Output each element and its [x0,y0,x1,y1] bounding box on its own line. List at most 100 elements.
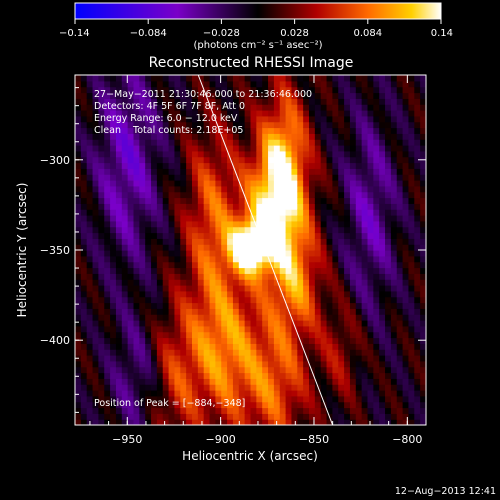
heatmap-cell [390,384,398,391]
heatmap-cell [227,302,234,309]
heatmap-cell [344,121,351,129]
heatmap-cell [238,180,246,187]
heatmap-cell [127,92,135,99]
heatmap-cell [379,156,386,164]
heatmap-cell [268,296,275,304]
heatmap-cell [338,325,345,333]
heatmap-cell [80,390,88,397]
heatmap-cell [349,285,357,292]
heatmap-cell [367,220,374,228]
heatmap-cell [162,209,170,216]
heatmap-cell [203,92,211,99]
heatmap-cell [80,168,88,175]
heatmap-cell [186,366,193,374]
heatmap-cell [262,250,269,257]
heatmap-cell [162,290,170,298]
heatmap-cell [156,296,164,304]
heatmap-cell [86,244,94,251]
heatmap-cell [297,174,304,181]
heatmap-cell [309,285,316,292]
heatmap-cell [279,75,287,82]
heatmap-cell [262,407,269,414]
heatmap-cell [133,337,140,344]
heatmap-cell [396,360,404,368]
heatmap-cell [279,401,287,409]
heatmap-cell [221,197,228,204]
heatmap-cell [402,145,410,152]
heatmap-cell [379,174,386,181]
heatmap-cell [262,384,269,391]
heatmap-cell [209,285,216,292]
heatmap-cell [361,238,369,245]
heatmap-cell [238,390,246,397]
heatmap-cell [367,255,374,263]
heatmap-cell [238,139,246,146]
heatmap-cell [285,209,293,216]
heatmap-cell [145,75,152,82]
heatmap-cell [168,413,176,420]
heatmap-cell [420,104,426,111]
heatmap-cell [92,156,99,164]
heatmap-cell [104,337,111,344]
heatmap-cell [338,366,345,374]
heatmap-cell [186,110,193,117]
heatmap-cell [326,255,333,263]
heatmap-cell [344,337,351,344]
heatmap-cell [197,267,205,274]
heatmap-cell [379,290,386,298]
heatmap-cell [215,279,222,286]
heatmap-cell [151,215,158,222]
heatmap-cell [168,226,176,234]
heatmap-cell [197,156,205,164]
heatmap-cell [373,244,380,251]
heatmap-cell [145,238,152,245]
heatmap-cell [355,203,363,210]
heatmap-cell [162,285,170,292]
heatmap-cell [320,75,328,82]
heatmap-cell [309,215,316,222]
heatmap-cell [250,104,257,111]
heatmap-cell [156,203,164,210]
heatmap-cell [110,98,117,105]
heatmap-cell [273,255,281,263]
heatmap-cell [344,80,351,88]
heatmap-cell [104,250,111,257]
heatmap-cell [402,162,410,169]
heatmap-cell [75,419,82,425]
heatmap-cell [98,110,105,117]
heatmap-cell [408,413,415,420]
heatmap-cell [232,401,240,409]
heatmap-cell [379,162,386,169]
heatmap-cell [309,302,316,309]
heatmap-cell [344,296,351,304]
heatmap-cell [162,419,170,425]
heatmap-cell [332,331,339,339]
heatmap-cell [332,162,339,169]
heatmap-cell [162,86,170,94]
heatmap-cell [273,343,281,350]
heatmap-cell [162,168,170,175]
heatmap-cell [367,127,374,134]
heatmap-cell [349,75,357,82]
heatmap-cell [314,372,322,379]
heatmap-cell [396,133,404,140]
heatmap-cell [127,238,135,245]
heatmap-cell [221,337,228,344]
heatmap-cell [168,80,176,88]
heatmap-cell [314,337,322,344]
heatmap-cell [156,419,164,425]
heatmap-cell [221,98,228,105]
heatmap-cell [156,197,164,204]
heatmap-cell [256,366,263,374]
heatmap-cell [420,185,426,193]
heatmap-cell [355,86,363,94]
heatmap-cell [197,92,205,99]
heatmap-cell [314,279,322,286]
heatmap-cell [390,150,398,158]
heatmap-cell [115,133,123,140]
heatmap-cell [238,314,246,321]
heatmap-cell [303,145,310,152]
heatmap-cell [256,285,263,292]
heatmap-cell [314,419,322,425]
heatmap-cell [408,261,415,269]
